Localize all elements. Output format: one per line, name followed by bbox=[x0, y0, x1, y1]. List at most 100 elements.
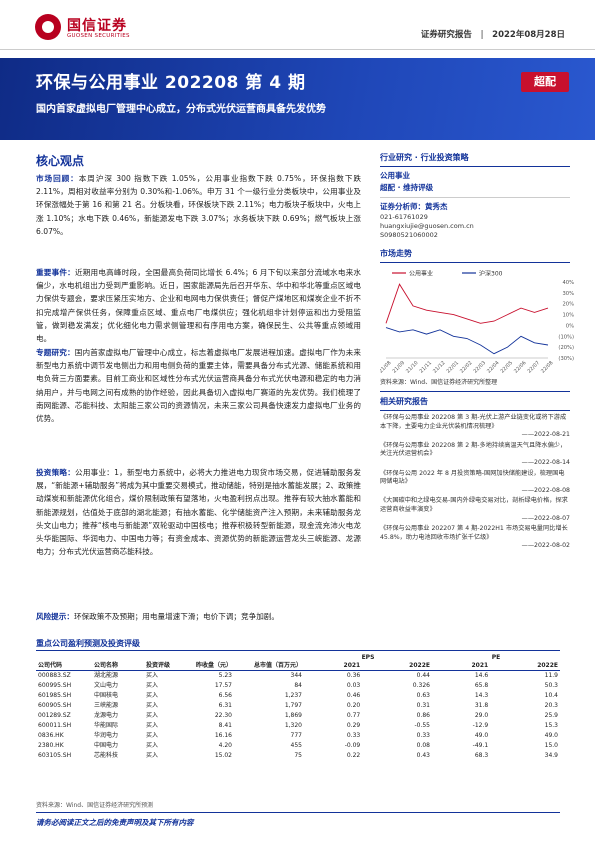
table-cell: 15.3 bbox=[544, 722, 558, 729]
paragraph-lead: 重要事件： bbox=[36, 268, 75, 277]
x-tick-label: 22/06 bbox=[513, 360, 527, 374]
analyst-phone: 021-61761029 bbox=[380, 213, 428, 221]
table-cell: 31.8 bbox=[474, 702, 489, 709]
y-tick-label: 10% bbox=[562, 313, 574, 319]
rating-text: 超配 · 维持评级 bbox=[380, 183, 434, 192]
related-report-date: ——2022-08-21 bbox=[521, 431, 570, 439]
table-cell: 777 bbox=[290, 732, 302, 739]
table-cell: 49.0 bbox=[474, 732, 489, 739]
x-tick-label: 21/11 bbox=[419, 360, 433, 374]
related-report-date: ——2022-08-14 bbox=[521, 458, 570, 466]
table-cell: 1,869 bbox=[284, 712, 302, 719]
footer-divider bbox=[36, 812, 560, 813]
table-header-row-top: EPS PE bbox=[36, 654, 560, 662]
footer-disclaimer: 请务必阅读正文之后的免责声明及其下所有内容 bbox=[36, 818, 194, 827]
table-cell: 0.20 bbox=[346, 702, 361, 709]
earnings-forecast-table: EPS PE 公司代码 公司名称 投资评级 昨收盘（元） 总市值（百万元） 20… bbox=[36, 654, 560, 761]
table-cell: 中国核电 bbox=[94, 692, 119, 699]
x-tick-label: 21/10 bbox=[405, 360, 419, 374]
paragraph-text: 环保政策不及预期；用电量增速下滑；电价下调；竞争加剧。 bbox=[73, 612, 279, 621]
table-cell: 买入 bbox=[146, 672, 159, 679]
related-report[interactable]: 《环保与公用事业 202208 第 2 期-多地持续高温天气且降水偏少，关注光伏… bbox=[380, 442, 570, 468]
table-cell: 2380.HK bbox=[38, 742, 64, 749]
table-cell: 84 bbox=[294, 682, 302, 689]
related-report[interactable]: 《环保与公用事业 202208 第 3 期-光伏上游产业链变化或将下游成本下降，… bbox=[380, 414, 570, 440]
table-cell: 65.8 bbox=[474, 682, 489, 689]
table-cell: -0.55 bbox=[414, 722, 430, 729]
table-cell: 5.23 bbox=[218, 672, 232, 679]
table-cell: 0.33 bbox=[346, 732, 361, 739]
table-row: 000883.SZ 湖北能源 买入 5.23 344 0.36 0.44 14.6 11.9 bbox=[36, 671, 560, 682]
table-cell: 0.77 bbox=[346, 712, 361, 719]
table-cell: 0.33 bbox=[416, 732, 430, 739]
table-cell: 6.56 bbox=[218, 692, 232, 699]
series-line bbox=[385, 327, 549, 355]
table-cell: 华润电力 bbox=[94, 732, 119, 739]
x-tick-label: 22/05 bbox=[500, 360, 514, 374]
table-cell: 75 bbox=[294, 752, 302, 759]
table-title: 重点公司盈利预测及投资评级 bbox=[36, 639, 140, 648]
table-header-cell: 2022E bbox=[362, 662, 432, 671]
chart-source: 资料来源：Wind、国信证券经济研究所整理 bbox=[380, 379, 498, 386]
table-cell: 15.02 bbox=[214, 752, 232, 759]
paragraph-lead: 投资策略： bbox=[36, 468, 76, 477]
related-report[interactable]: 《环保与公用 2022 年 8 月投资策略-国网加快储能建设，梳理国电网储电站》… bbox=[380, 470, 570, 496]
related-report[interactable]: 《大国碳中和之绿电交易-国内外绿电交易对比，剖析绿电价格，探求运营商收益率演变》… bbox=[380, 497, 570, 523]
table-cell: 6.31 bbox=[218, 702, 232, 709]
table-row: 600995.SH 文山电力 买入 17.57 84 0.03 0.326 65.8 50.3 bbox=[36, 681, 560, 691]
header-divider bbox=[0, 49, 595, 50]
table-cell: 14.3 bbox=[474, 692, 489, 699]
report-title: 环保与公用事业 202208 第 4 期 bbox=[36, 73, 306, 93]
table-cell: 买入 bbox=[146, 682, 159, 689]
related-report-title: 《环保与公用事业 202208 第 3 期-光伏上游产业链变化或将下游成本下降，… bbox=[380, 414, 567, 430]
table-cell: 15.0 bbox=[544, 742, 558, 749]
table-cell: 10.4 bbox=[544, 692, 558, 699]
table-row: 0836.HK 华润电力 买入 16.16 777 0.33 0.33 49.0 49.0 bbox=[36, 731, 560, 741]
table-header-cell: 2021 bbox=[431, 662, 491, 671]
rating-badge: 超配 bbox=[521, 72, 569, 92]
paragraph-text: 公用事业：1，新型电力系统中，必将大力推进电力现货市场交易，促进辅助服务发展，“… bbox=[36, 468, 362, 557]
chart-source-wrap: 资料来源：Wind、国信证券经济研究所整理 相关研究报告 《环保与公用事业 20… bbox=[380, 378, 570, 553]
table-cell: 8.41 bbox=[218, 722, 232, 729]
x-tick-label: 21/08 bbox=[380, 360, 393, 374]
header-separator: | bbox=[480, 30, 484, 40]
related-report[interactable]: 《环保与公用事业 202207 第 4 期-2022H1 市场交易电量同比增长 … bbox=[380, 525, 570, 551]
x-tick-label: 22/02 bbox=[459, 360, 473, 374]
x-tick-label: 22/03 bbox=[473, 360, 487, 374]
related-report-title: 《环保与公用事业 202208 第 2 期-多地持续高温天气且降水偏少，关注光伏… bbox=[380, 441, 567, 458]
y-tick-label: 20% bbox=[562, 302, 574, 308]
table-body: 000883.SZ 湖北能源 买入 5.23 344 0.36 0.44 14.6 11.9 60… bbox=[36, 671, 560, 762]
table-cell: 0.63 bbox=[416, 692, 430, 699]
y-tick-label: 0% bbox=[566, 323, 574, 329]
table-cell: 0.43 bbox=[416, 752, 430, 759]
analyst-name: 黄秀杰 bbox=[425, 202, 448, 211]
industry-label: 公用事业 bbox=[380, 171, 410, 180]
chart-heading: 市场走势 bbox=[380, 249, 412, 258]
table-cell: 16.16 bbox=[214, 732, 232, 739]
table-cell: 买入 bbox=[146, 752, 159, 759]
company-logo: 国信证券 GUOSEN SECURITIES bbox=[35, 14, 175, 46]
core-view-heading: 核心观点 bbox=[36, 154, 85, 168]
legend-label: 沪深300 bbox=[479, 270, 503, 278]
table-cell: 455 bbox=[290, 742, 302, 749]
x-tick-label: 22/08 bbox=[540, 360, 554, 374]
paragraph-lead: 市场回顾： bbox=[36, 174, 79, 183]
table-cell: 0.46 bbox=[346, 692, 361, 699]
table-cell: 4.20 bbox=[218, 742, 232, 749]
table-header-cell: EPS bbox=[361, 654, 375, 661]
y-tick-label: (20%) bbox=[558, 345, 574, 351]
table-cell: 1,797 bbox=[284, 702, 302, 709]
table-header-cell: 公司代码 bbox=[36, 662, 92, 671]
table-cell: 0.29 bbox=[346, 722, 361, 729]
table-row: 600011.SH 华能国际 买入 8.41 1,320 0.29 -0.55 -12.9 15… bbox=[36, 721, 560, 731]
analyst-cert: S0980521060002 bbox=[380, 231, 438, 239]
y-tick-label: 30% bbox=[562, 291, 574, 297]
header-meta: 证券研究报告 | 2022年08月28日 bbox=[421, 28, 565, 40]
table-cell: 买入 bbox=[146, 702, 159, 709]
table-cell: 买入 bbox=[146, 722, 159, 729]
table-cell: 买入 bbox=[146, 732, 159, 739]
paragraph-market-review: 市场回顾：本周沪深 300 指数下跌 1.05%，公用事业指数下跌 0.75%，… bbox=[36, 172, 361, 238]
table-cell: 0.22 bbox=[346, 752, 361, 759]
y-tick-label: (10%) bbox=[558, 334, 574, 340]
table-cell: 001289.SZ bbox=[38, 712, 71, 719]
